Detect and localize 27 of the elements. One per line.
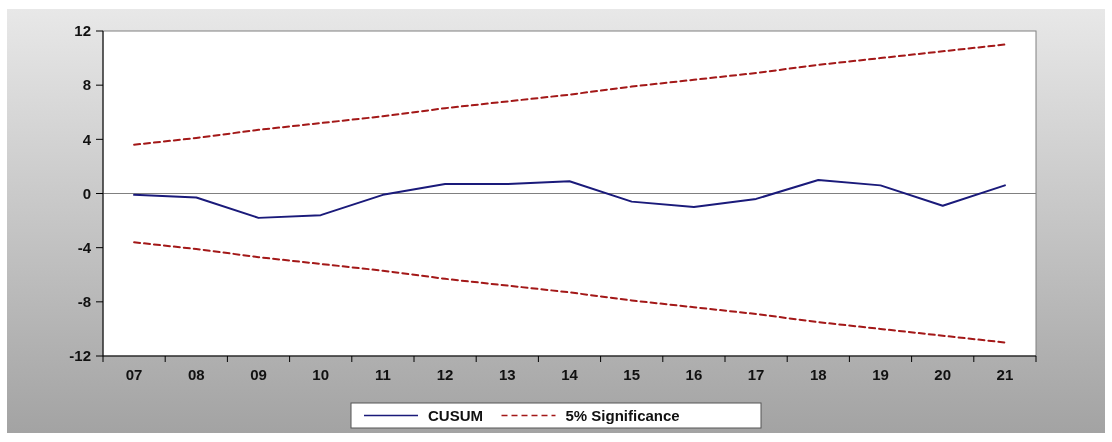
- x-tick-label: 09: [250, 366, 267, 384]
- legend-label: CUSUM: [428, 406, 483, 424]
- x-tick-label: 19: [872, 366, 889, 384]
- y-tick-label: -4: [77, 238, 92, 256]
- y-tick-label: 4: [82, 130, 92, 148]
- x-tick-label: 12: [436, 366, 454, 384]
- x-tick-label: 16: [685, 366, 703, 384]
- y-tick-label: -8: [77, 293, 91, 311]
- line-series: [133, 241, 1006, 344]
- y-tick-label: 12: [74, 22, 91, 40]
- x-tick-label: 20: [934, 366, 952, 384]
- y-tick-label: 0: [82, 184, 91, 202]
- line-series: [133, 43, 1006, 146]
- x-tick-label: 18: [809, 366, 827, 384]
- x-tick-label: 17: [747, 366, 765, 384]
- x-tick-label: 07: [125, 366, 143, 384]
- x-tick-label: 21: [996, 366, 1014, 384]
- x-tick-label: 08: [187, 366, 205, 384]
- x-tick-label: 14: [561, 366, 579, 384]
- line-series: [133, 178, 1006, 219]
- x-tick-label: 15: [623, 366, 641, 384]
- x-tick-label: 10: [312, 366, 330, 384]
- y-tick-label: 8: [82, 76, 91, 94]
- x-tick-label: 13: [498, 366, 516, 384]
- legend-label: 5% Significance: [565, 406, 680, 424]
- x-tick-label: 11: [374, 366, 391, 384]
- y-tick-label: -12: [69, 347, 91, 365]
